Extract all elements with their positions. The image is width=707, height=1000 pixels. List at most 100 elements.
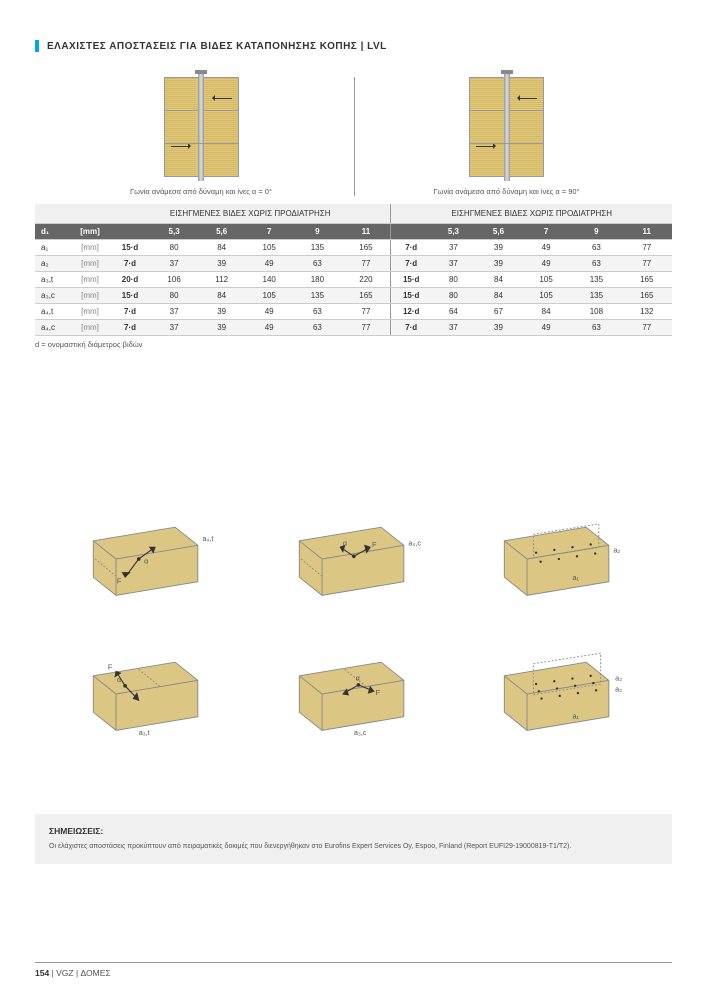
label-a4c: a₄,c: [408, 538, 421, 547]
table-cell: 135: [293, 288, 341, 304]
label-a3t: a₃,t: [139, 728, 150, 737]
label-a2: a₂: [616, 673, 623, 682]
table-row: a₄,c[mm]7·d37394963777·d3739496377: [35, 320, 672, 336]
table-cell: 39: [476, 320, 521, 336]
table-cell: 106: [150, 272, 198, 288]
top-diagrams: Γωνία ανάμεσα από δύναμη και ίνες α = 0°…: [35, 77, 672, 196]
table-cell: 39: [198, 256, 245, 272]
label-a2: a₂: [614, 546, 621, 555]
table-cell: 105: [245, 288, 293, 304]
table-cell: 7·d: [110, 256, 150, 272]
table-cell: [mm]: [70, 288, 110, 304]
table-cell: 7·d: [391, 240, 431, 256]
table-cell: 15·d: [391, 272, 431, 288]
footer-section: ΔΟΜΕΣ: [81, 968, 111, 978]
table-cell: 12·d: [391, 304, 431, 320]
table-cell: 37: [150, 304, 198, 320]
table-cell: 63: [571, 320, 621, 336]
th-blank: [35, 204, 70, 224]
table-cell: 165: [342, 288, 391, 304]
table-cell: 80: [150, 288, 198, 304]
table-cell: 63: [571, 240, 621, 256]
table-cell: 63: [571, 256, 621, 272]
table-cell: 140: [245, 272, 293, 288]
table-cell: 39: [198, 304, 245, 320]
th-dia: 9: [571, 224, 621, 240]
wood-block-left: [164, 77, 239, 177]
table-cell: 49: [521, 240, 571, 256]
iso-a4t: F α a₄,t: [60, 509, 236, 609]
table-cell: [mm]: [70, 256, 110, 272]
arrow-left-icon: [214, 98, 232, 99]
table-cell: 49: [245, 304, 293, 320]
table-cell: 15·d: [391, 288, 431, 304]
table-row: a₂[mm]7·d37394963777·d3739496377: [35, 256, 672, 272]
table-cell: 108: [571, 304, 621, 320]
table-cell: 37: [431, 320, 476, 336]
table-cell: 80: [431, 288, 476, 304]
table-cell: 112: [198, 272, 245, 288]
table-cell: a₄,t: [35, 304, 70, 320]
table-cell: 135: [571, 272, 621, 288]
table-cell: 15·d: [110, 288, 150, 304]
table-cell: 63: [293, 320, 341, 336]
table-row: a₄,t[mm]7·d373949637712·d646784108132: [35, 304, 672, 320]
table-cell: 165: [342, 240, 391, 256]
table-cell: 37: [150, 320, 198, 336]
table-cell: 84: [198, 288, 245, 304]
group-header-a: ΕΙΣΗΓΜΕΝΕΣ ΒΙΔΕΣ ΧΩΡΙΣ ΠΡΟΔΙΑΤΡΗΣΗ: [110, 204, 391, 224]
distances-table: ΕΙΣΗΓΜΕΝΕΣ ΒΙΔΕΣ ΧΩΡΙΣ ΠΡΟΔΙΑΤΡΗΣΗ ΕΙΣΗΓ…: [35, 204, 672, 336]
label-a4t: a₄,t: [202, 534, 213, 543]
table-row: a₃,t[mm]20·d10611214018022015·d808410513…: [35, 272, 672, 288]
table-cell: a₃,c: [35, 288, 70, 304]
diagram-right: Γωνία ανάμεσα από δύναμη και ίνες α = 90…: [354, 77, 659, 196]
th-blank: [70, 204, 110, 224]
caption-right: Γωνία ανάμεσα από δύναμη και ίνες α = 90…: [355, 187, 659, 196]
label-alpha: α: [117, 675, 121, 684]
table-cell: 37: [431, 256, 476, 272]
table-cell: 49: [245, 256, 293, 272]
label-a3c: a₃,c: [353, 728, 366, 737]
table-cell: a₃,t: [35, 272, 70, 288]
label-alpha: α: [355, 673, 359, 682]
table-cell: [mm]: [70, 320, 110, 336]
table-cell: 37: [150, 256, 198, 272]
iso-a1a2-top: a₂ a₁: [471, 509, 647, 609]
table-cell: 7·d: [391, 320, 431, 336]
page-title-bar: ΕΛΑΧΙΣΤΕΣ ΑΠΟΣΤΑΣΕΙΣ ΓΙΑ ΒΙΔΕΣ ΚΑΤΑΠΟΝΗΣ…: [35, 40, 672, 52]
wood-iso-icon: [93, 662, 198, 730]
table-cell: 20·d: [110, 272, 150, 288]
th-dia: 11: [342, 224, 391, 240]
footer-sep: |: [74, 968, 81, 978]
table-cell: 37: [431, 240, 476, 256]
wood-iso-icon: [505, 662, 610, 730]
label-F: F: [375, 688, 380, 697]
table-cell: 63: [293, 256, 341, 272]
table-cell: 7·d: [110, 304, 150, 320]
table-cell: 77: [342, 304, 391, 320]
table-cell: 132: [622, 304, 672, 320]
label-alpha: α: [343, 538, 347, 547]
page-title: ΕΛΑΧΙΣΤΕΣ ΑΠΟΣΤΑΣΕΙΣ ΓΙΑ ΒΙΔΕΣ ΚΑΤΑΠΟΝΗΣ…: [47, 41, 387, 52]
diagram-left: Γωνία ανάμεσα από δύναμη και ίνες α = 0°: [49, 77, 354, 196]
th-blank: [391, 224, 431, 240]
th-dia: 7: [521, 224, 571, 240]
label-F: F: [117, 577, 122, 586]
th-dia: 7: [245, 224, 293, 240]
table-cell: 77: [622, 256, 672, 272]
table-cell: a₂: [35, 256, 70, 272]
label-alpha: α: [144, 557, 148, 566]
th-dia: 11: [622, 224, 672, 240]
th-d-label: d₁: [35, 224, 70, 240]
table-cell: 64: [431, 304, 476, 320]
table-cell: 135: [293, 240, 341, 256]
page-footer: 154 | VGZ | ΔΟΜΕΣ: [35, 962, 672, 978]
iso-a3t: F α a₃,t: [60, 644, 236, 744]
title-marker: [35, 40, 39, 52]
table-cell: 15·d: [110, 240, 150, 256]
table-cell: 135: [571, 288, 621, 304]
label-a2b: a₂: [616, 684, 623, 693]
th-dia: 5,6: [476, 224, 521, 240]
table-cell: 165: [622, 288, 672, 304]
table-footnote: d = ονομαστική διάμετρος βιδών: [35, 340, 672, 349]
